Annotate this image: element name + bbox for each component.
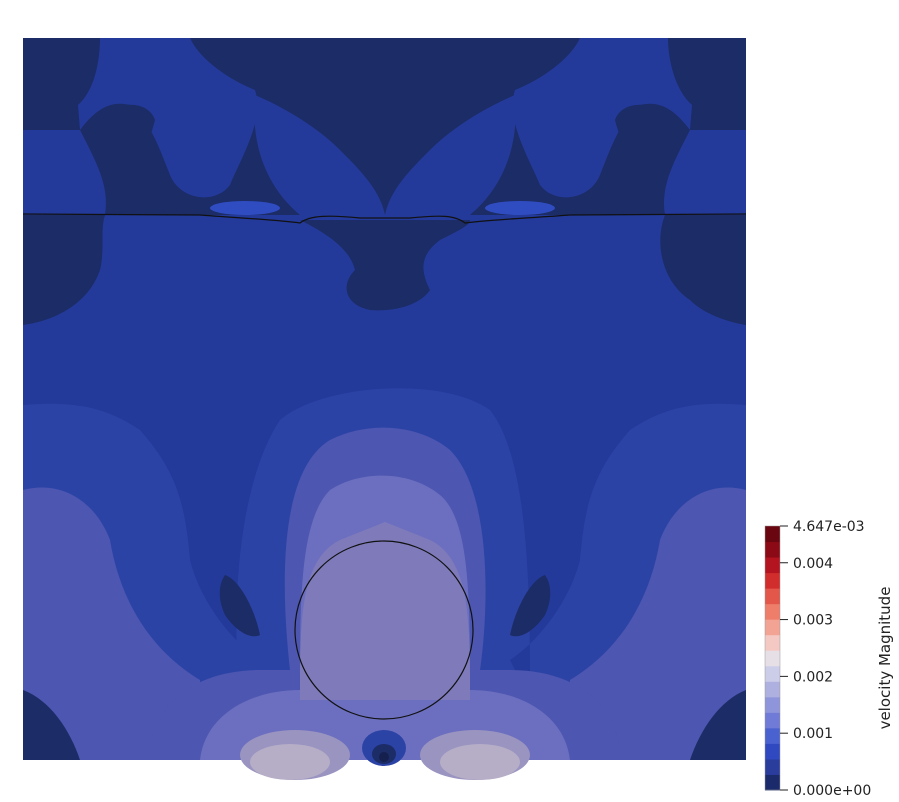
colorbar-bands [765,526,780,791]
colorbar-tick-label: 0.003 [793,613,833,629]
contour-dark-pocket-right [510,575,551,637]
colorbar-band [765,588,780,605]
contour-upper-right-edge [664,130,746,215]
colorbar-band [765,526,780,543]
contour-lavender-right [570,487,746,760]
contour-dark-inclusion-left [110,104,155,175]
colorbar-min-label: 0.000e+00 [793,783,871,799]
contour-interface-right-jet [485,201,555,215]
contour-field [22,38,747,780]
colorbar-tick-label: 0.004 [793,556,833,572]
contour-lavender-left [23,487,200,760]
cylinder-outline [294,540,474,720]
contour-upper-left-edge [23,130,106,215]
contour-dark-inclusion-right [615,104,660,175]
color-legend: 0.004 0.003 0.002 0.001 4.647e-03 0.000e+00… [764,519,894,799]
contour-upper-mid [78,38,258,198]
contour-stagnation-core [379,752,389,762]
colorbar-band [765,712,780,729]
colorbar-band [765,557,780,574]
contour-center-dark-blob [300,220,470,311]
colorbar-band [765,572,780,589]
colorbar-band [765,603,780,620]
colorbar-max-label: 4.647e-03 [793,519,865,535]
colorbar-band [765,696,780,713]
contour-corner-bottom-right [690,690,746,760]
colorbar-title: velocity Magnitude [876,587,894,730]
colorbar-band [765,634,780,651]
colorbar-band [765,619,780,636]
colorbar-band [765,758,780,775]
colorbar-band [765,681,780,698]
colorbar-tick-label: 0.001 [793,726,833,742]
colorbar-band [765,541,780,558]
contour-hottest-left [250,744,330,780]
contour-upper-center [254,95,516,215]
contour-pale-cylinder-zone [300,522,470,700]
colorbar-band [765,650,780,667]
colorbar-ticks: 0.004 0.003 0.002 0.001 [780,556,833,742]
contour-hottest-right [440,744,520,780]
contour-interface-left-jet [210,201,280,215]
colorbar-tick-label: 0.002 [793,669,833,685]
colorbar-band [765,727,780,744]
colorbar-band [765,665,780,682]
colorbar-frame [764,525,781,791]
fluid-interface-line [22,213,747,224]
contour-dark-pocket-left [219,575,260,637]
contour-corner-bottom-left [23,690,80,760]
contour-upper-mid-right [512,38,692,198]
colorbar-band [765,743,780,760]
colorbar-band [765,774,780,791]
